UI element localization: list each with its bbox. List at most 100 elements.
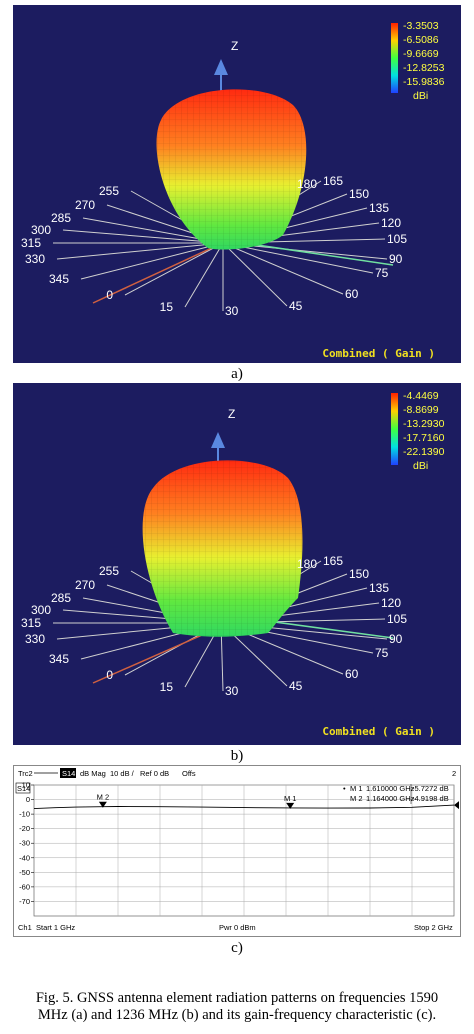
marker-table-name: M 2 xyxy=(350,794,363,803)
angle-label: 180 xyxy=(297,177,317,191)
angle-label: 150 xyxy=(349,187,369,201)
angle-label: 300 xyxy=(31,603,51,617)
angle-label: 135 xyxy=(369,201,389,215)
gain-frequency-chart: Trc2 S14 dB Mag 10 dB / Ref 0 dB Offs 2 … xyxy=(13,765,461,937)
angle-label: 330 xyxy=(25,632,45,646)
angle-label: 90 xyxy=(389,252,403,266)
legend-value: -17.7160 xyxy=(403,432,445,444)
angle-label: 15 xyxy=(160,680,174,694)
angle-label: 285 xyxy=(51,591,71,605)
angle-label: 330 xyxy=(25,252,45,266)
angle-label: 75 xyxy=(375,646,389,660)
analyzer-screen: Trc2 S14 dB Mag 10 dB / Ref 0 dB Offs 2 … xyxy=(15,768,459,932)
angle-label: 165 xyxy=(323,554,343,568)
marker-label: M 1 xyxy=(284,794,297,803)
angle-label: 120 xyxy=(381,596,401,610)
y-tick-label: -70 xyxy=(19,897,30,906)
legend-value: -8.8699 xyxy=(403,404,439,416)
marker-table-freq: 1.610000 GHz xyxy=(366,784,415,793)
legend-value: -4.4469 xyxy=(403,390,439,402)
y-tick-label: -50 xyxy=(19,868,30,877)
sublabel-a: a) xyxy=(231,366,243,382)
param-tag: S14 xyxy=(62,769,75,778)
angle-label: 15 xyxy=(160,300,174,314)
sublabel-c: c) xyxy=(231,940,243,956)
angle-label: 105 xyxy=(387,232,407,246)
angle-label: 315 xyxy=(21,616,41,630)
z-label-a: Z xyxy=(231,39,238,53)
radiation-pattern-a: 0 15 30 45 60 75 90 105 120 135 150 165 180 255 270 285… xyxy=(13,5,461,363)
angle-label: 315 xyxy=(21,236,41,250)
y-tick-label: 0 xyxy=(26,795,30,804)
format-label: dB Mag xyxy=(80,769,106,778)
angle-label: 270 xyxy=(75,198,95,212)
angle-label: 0 xyxy=(106,668,113,682)
radiation-pattern-b: 0 15 30 45 60 75 90 105 120 135 150 165 180 255 270 285… xyxy=(13,383,461,745)
y-tick-label: -20 xyxy=(19,824,30,833)
angle-ray xyxy=(124,242,224,296)
angle-label: 180 xyxy=(297,557,317,571)
trace-tag: S14 xyxy=(17,784,30,793)
legend-value: -12.8253 xyxy=(403,62,445,74)
stop-label: Stop 2 GHz xyxy=(414,923,453,932)
ref-label: Ref 0 dB xyxy=(140,769,169,778)
y-tick-label: -30 xyxy=(19,839,30,848)
angle-ray xyxy=(56,242,224,260)
angle-label: 90 xyxy=(389,632,403,646)
angle-label: 255 xyxy=(99,564,119,578)
z-axis-arrow-a xyxy=(214,59,228,75)
power-label: Pwr 0 dBm xyxy=(219,923,256,932)
ref-level-marker xyxy=(454,801,459,810)
angle-ray xyxy=(222,242,374,274)
colorbar-a xyxy=(391,23,398,93)
start-label: Start 1 GHz xyxy=(36,923,75,932)
angle-label: 30 xyxy=(225,304,239,318)
param-tag-bg xyxy=(60,768,76,778)
angle-label: 285 xyxy=(51,211,71,225)
angle-label: 0 xyxy=(106,288,113,302)
legend-value: -22.1390 xyxy=(403,446,445,458)
angle-label: 300 xyxy=(31,223,51,237)
angle-label: 135 xyxy=(369,581,389,595)
angle-label: 345 xyxy=(49,652,69,666)
scale-label: 10 dB / xyxy=(110,769,135,778)
marker-bullet: • xyxy=(343,784,346,793)
angle-ray xyxy=(222,242,344,295)
footer-a: Combined ( Gain ) xyxy=(322,347,435,360)
x-axis-b xyxy=(92,627,219,684)
marker-table-value: -4.9198 dB xyxy=(412,794,449,803)
footer-b: Combined ( Gain ) xyxy=(322,725,435,738)
trace-name: Trc2 xyxy=(18,769,33,778)
angle-label: 45 xyxy=(289,299,303,313)
marker-triangle xyxy=(98,801,107,808)
z-label-b: Z xyxy=(228,407,235,421)
angle-label: 45 xyxy=(289,679,303,693)
marker-table-value: -5.7272 dB xyxy=(412,784,449,793)
legend-unit: dBi xyxy=(413,90,428,102)
channel-label: Ch1 xyxy=(18,923,32,932)
angle-label: 120 xyxy=(381,216,401,230)
x-axis-a xyxy=(92,244,219,304)
angle-label: 105 xyxy=(387,612,407,626)
legend-value: -3.3503 xyxy=(403,20,439,32)
angle-label: 270 xyxy=(75,578,95,592)
marker-table-name: M 1 xyxy=(350,784,363,793)
angle-label: 345 xyxy=(49,272,69,286)
angle-label: 255 xyxy=(99,184,119,198)
legend-value: -13.2930 xyxy=(403,418,445,430)
marker-triangle xyxy=(286,802,295,809)
figure-caption: Fig. 5. GNSS antenna element radiation p… xyxy=(35,990,439,1023)
offs-label: Offs xyxy=(182,769,196,778)
marker-label: M 2 xyxy=(97,793,110,802)
angle-ray xyxy=(80,242,224,280)
legend-value: -9.6669 xyxy=(403,48,439,60)
y-tick-label: 10 xyxy=(22,781,30,790)
y-tick-label: -60 xyxy=(19,882,30,891)
legend-unit: dBi xyxy=(413,460,428,472)
angle-ray xyxy=(62,229,224,244)
angle-label: 30 xyxy=(225,684,239,698)
angle-label: 60 xyxy=(345,287,359,301)
y-tick-label: -40 xyxy=(19,853,30,862)
z-axis-arrow-b xyxy=(211,432,225,448)
